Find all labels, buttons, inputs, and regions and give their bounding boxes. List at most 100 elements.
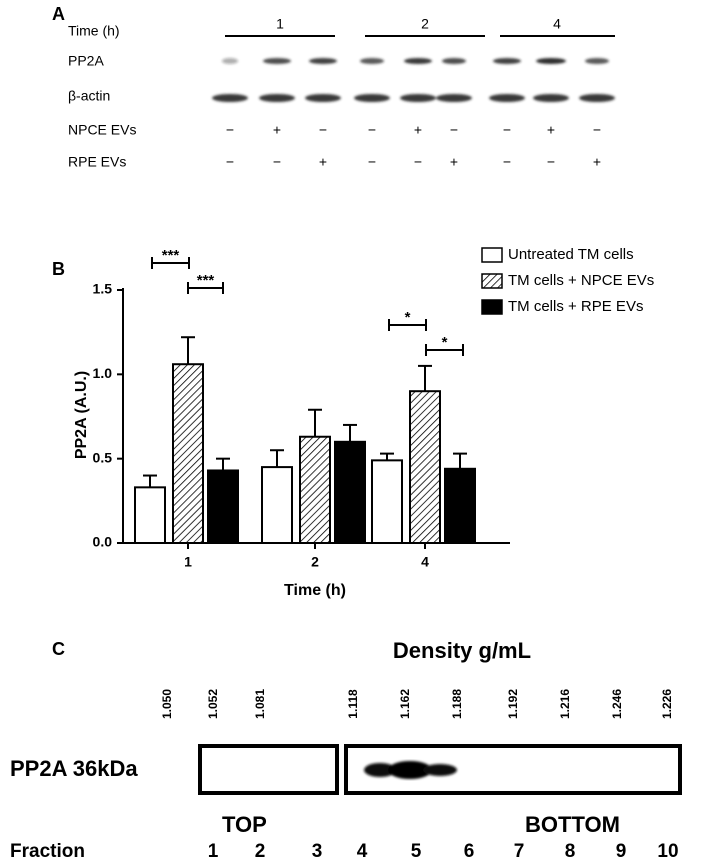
pp2a-band xyxy=(309,58,337,64)
actin-band xyxy=(436,94,472,102)
row-label: RPE EVs xyxy=(68,154,126,170)
pp2a-band xyxy=(222,58,238,64)
row-label: PP2A xyxy=(68,53,104,69)
density-value: 1.081 xyxy=(253,689,267,719)
npce-sign: + xyxy=(414,122,422,138)
panel-label: B xyxy=(52,259,65,279)
panel-label: C xyxy=(52,639,65,659)
npce-sign: + xyxy=(547,122,555,138)
rpe-sign: + xyxy=(319,154,327,170)
bar xyxy=(172,363,204,545)
rpe-sign: + xyxy=(593,154,601,170)
fraction-number: 9 xyxy=(616,841,627,862)
bottom-label: BOTTOM xyxy=(525,812,620,837)
blot-bands xyxy=(212,58,615,102)
bar xyxy=(371,459,403,544)
error-bar xyxy=(181,336,195,365)
density-value: 1.188 xyxy=(450,689,464,719)
blot-box xyxy=(344,744,682,795)
time-label: Time (h) xyxy=(68,23,120,39)
actin-band xyxy=(489,94,525,102)
pp2a-band xyxy=(360,58,384,64)
error-bar xyxy=(270,449,284,468)
sig-label: *** xyxy=(162,247,180,264)
fraction-number: 5 xyxy=(411,841,422,862)
y-axis-label: PP2A (A.U.) xyxy=(73,371,90,459)
error-bar xyxy=(453,452,467,469)
time-value: 2 xyxy=(421,16,429,32)
fraction-number: 1 xyxy=(208,841,219,862)
error-bar xyxy=(418,364,432,392)
x-tick-label: 1 xyxy=(184,554,192,570)
row-label: NPCE EVs xyxy=(68,122,136,138)
density-value: 1.216 xyxy=(558,689,572,719)
density-title: Density g/mL xyxy=(393,638,531,663)
fraction-number: 2 xyxy=(255,841,266,862)
legend-label: TM cells + RPE EVs xyxy=(508,298,643,315)
density-value: 1.052 xyxy=(206,689,220,719)
sig-label: * xyxy=(442,334,448,351)
density-value: 1.226 xyxy=(660,689,674,719)
actin-band xyxy=(259,94,295,102)
bar xyxy=(444,467,476,544)
pp2a-band xyxy=(536,58,566,64)
legend-swatch xyxy=(481,247,503,263)
protein-label: PP2A 36kDa xyxy=(10,756,138,781)
y-tick-label: 1.5 xyxy=(93,281,113,297)
bar xyxy=(261,466,293,545)
actin-band xyxy=(305,94,341,102)
pp2a-band xyxy=(263,58,291,64)
density-value: 1.192 xyxy=(506,689,520,719)
bar xyxy=(299,435,331,544)
rpe-sign: − xyxy=(503,154,511,170)
rpe-sign: − xyxy=(414,154,422,170)
time-value: 1 xyxy=(276,16,284,32)
x-tick-label: 2 xyxy=(311,554,319,570)
legend-label: Untreated TM cells xyxy=(508,246,634,263)
density-value: 1.118 xyxy=(346,689,360,719)
npce-sign: − xyxy=(503,122,511,138)
density-value: 1.162 xyxy=(398,689,412,719)
row-label: β-actin xyxy=(68,88,110,104)
npce-sign: − xyxy=(226,122,234,138)
bar xyxy=(134,486,166,544)
actin-band xyxy=(533,94,569,102)
bar xyxy=(409,390,441,545)
rpe-sign: − xyxy=(547,154,555,170)
y-tick-label: 0.0 xyxy=(93,534,113,550)
sig-label: *** xyxy=(197,272,215,289)
npce-sign: − xyxy=(319,122,327,138)
rpe-sign: − xyxy=(226,154,234,170)
blot-signal xyxy=(364,761,457,779)
npce-sign: + xyxy=(273,122,281,138)
rpe-sign: − xyxy=(273,154,281,170)
x-tick-label: 4 xyxy=(421,554,429,570)
x-axis-label: Time (h) xyxy=(284,582,346,599)
rpe-sign: − xyxy=(368,154,376,170)
pp2a-band xyxy=(585,58,609,64)
error-bar xyxy=(143,474,157,488)
density-value: 1.050 xyxy=(160,689,174,719)
y-tick-label: 0.5 xyxy=(93,449,113,465)
bar xyxy=(334,440,366,544)
density-value: 1.246 xyxy=(610,689,624,719)
pp2a-band xyxy=(442,58,466,64)
y-tick-label: 1.0 xyxy=(93,365,113,381)
sig-label: * xyxy=(405,309,411,326)
fraction-number: 6 xyxy=(464,841,475,862)
blot-box xyxy=(198,744,339,795)
legend-swatch xyxy=(481,273,503,289)
fraction-label: Fraction xyxy=(10,841,85,862)
pp2a-band xyxy=(493,58,521,64)
npce-sign: − xyxy=(593,122,601,138)
actin-band xyxy=(400,94,436,102)
npce-sign: − xyxy=(450,122,458,138)
fraction-number: 7 xyxy=(514,841,525,862)
pp2a-band xyxy=(404,58,432,64)
bar xyxy=(207,469,239,544)
error-bar xyxy=(380,452,394,461)
error-bar xyxy=(308,408,322,437)
fraction-number: 4 xyxy=(357,841,368,862)
error-bar xyxy=(216,457,230,471)
actin-band xyxy=(354,94,390,102)
